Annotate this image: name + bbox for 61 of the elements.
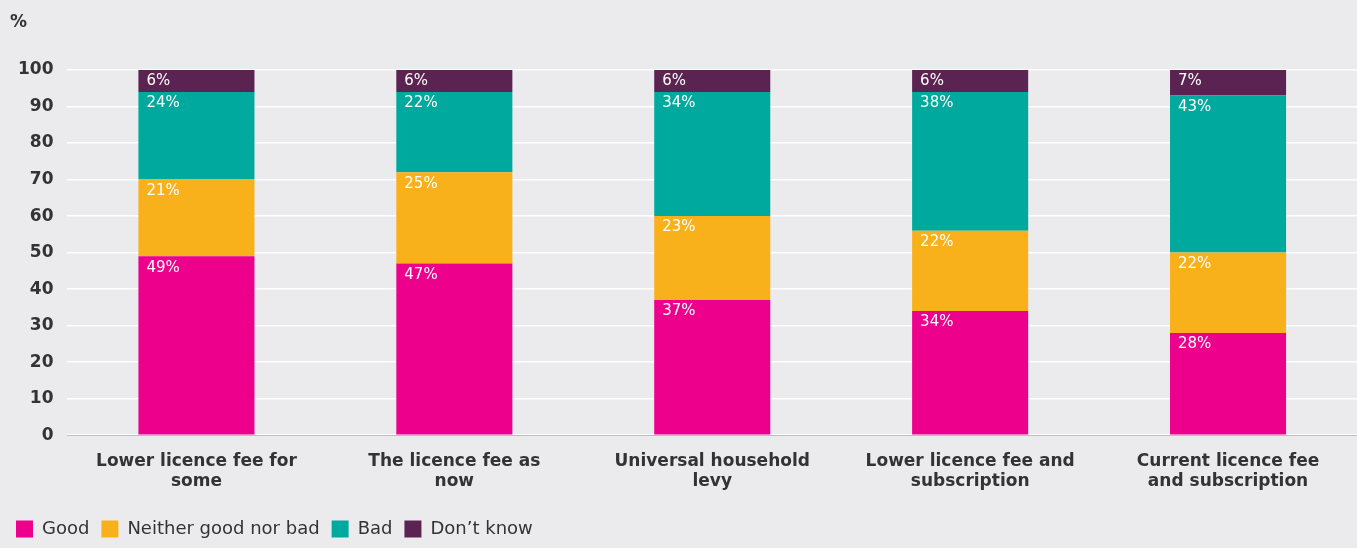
bar (396, 91, 513, 173)
data-label: 23% (662, 217, 696, 236)
data-label: 6% (404, 71, 429, 90)
bar (138, 256, 255, 435)
y-tick-label: 50 (29, 241, 54, 262)
x-tick-label: Lower licence fee and subscription (865, 449, 1075, 491)
x-tick-label: Current licence fee and subscription (1136, 449, 1320, 491)
data-label: 47% (404, 264, 438, 283)
data-label: 37% (662, 301, 696, 320)
y-tick-label: 90 (29, 94, 54, 115)
x-tick-label: Lower licence fee for some (96, 449, 298, 491)
y-tick-label: 40 (29, 277, 54, 298)
y-tick-label: 60 (29, 204, 54, 225)
legend-label: Good (42, 516, 90, 538)
bar (1170, 95, 1287, 253)
bar (912, 311, 1029, 435)
data-label: 25% (404, 173, 438, 192)
data-label: 7% (1178, 71, 1202, 90)
y-axis-title: % (10, 10, 28, 31)
bar (1170, 332, 1287, 435)
bar (396, 172, 513, 264)
bar (654, 91, 771, 217)
data-label: 22% (920, 232, 954, 251)
legend-label: Neither good nor bad (127, 516, 320, 538)
data-label: 28% (1178, 334, 1212, 353)
y-tick-label: 10 (29, 387, 54, 408)
data-label: 49% (146, 257, 180, 276)
bar (138, 91, 255, 180)
data-label: 24% (146, 93, 180, 112)
x-tick-label: The licence fee as now (368, 449, 541, 491)
data-label: 22% (404, 93, 438, 112)
y-tick-label: 20 (29, 350, 54, 371)
data-label: 34% (920, 312, 954, 331)
y-tick-label: 70 (29, 167, 54, 188)
bar (654, 70, 771, 92)
x-tick-label: Universal household levy (614, 449, 810, 491)
bar (912, 230, 1029, 312)
legend-label: Bad (357, 516, 393, 538)
legend-label: Don’t know (430, 516, 533, 538)
y-tick-label: 30 (29, 314, 54, 335)
data-label: 34% (662, 93, 696, 112)
bar (396, 70, 513, 92)
bar (1170, 70, 1287, 96)
data-label: 6% (662, 71, 687, 90)
data-label: 21% (146, 180, 180, 199)
data-label: 38% (920, 93, 954, 112)
data-label: 22% (1178, 253, 1212, 272)
bar (138, 179, 255, 257)
y-tick-label: 0 (41, 423, 54, 444)
bar (654, 300, 771, 435)
y-tick-label: 80 (29, 131, 54, 152)
y-tick-label: 100 (17, 58, 54, 79)
data-label: 6% (146, 71, 171, 90)
bar (396, 263, 513, 435)
bar (1170, 252, 1287, 333)
bar (912, 70, 1029, 92)
bar (654, 216, 771, 301)
data-label: 6% (920, 71, 944, 90)
bar (912, 91, 1029, 231)
data-label: 43% (1178, 96, 1212, 115)
bar (138, 70, 255, 92)
